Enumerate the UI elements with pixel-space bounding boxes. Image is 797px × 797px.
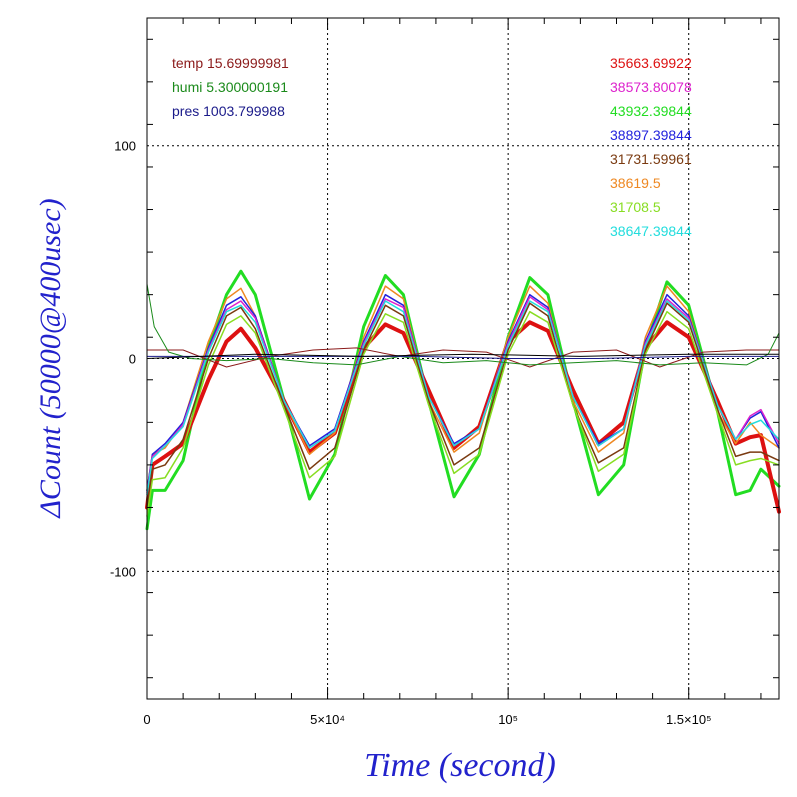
y-tick-label: 100 [114,139,136,154]
series-legend: 35663.69922 38573.80078 43932.39844 38897.3… [610,55,692,239]
x-tick-label: 0 [143,712,150,727]
series-line-11 [146,353,780,359]
series-line-1 [145,320,781,514]
series-line-7 [146,310,780,517]
y-axis-title: ΔCount (50000@400usec) [34,198,67,518]
series-line-0 [145,269,781,531]
series-legend-entry: 38619.5 [610,175,661,191]
series-legend-entry: 35663.69922 [610,55,692,71]
series-legend-entry: 43932.39844 [610,103,692,119]
x-tick-labels: 0 5×10⁴ 10⁵ 1.5×10⁵ [143,712,711,727]
series-legend-entry: 38897.39844 [610,127,692,143]
x-axis-title: Time (second) [364,747,556,784]
env-legend-entry: temp 15.69999981 [172,55,289,71]
y-tick-labels: 100 0 -100 [110,139,136,580]
series-line-10 [146,355,780,359]
env-legend-entry: humi 5.300000191 [172,79,288,95]
axis-ticks [146,18,779,699]
env-legend-entry: pres 1003.799988 [172,103,285,119]
series-line-3 [146,293,780,492]
series-line-2 [146,285,780,492]
plot-frame [146,17,780,700]
x-tick-label: 1.5×10⁵ [666,712,712,727]
series-line-9 [146,283,780,366]
series-line-8 [146,347,780,368]
x-tick-label: 5×10⁴ [310,712,345,727]
series-legend-entry: 38573.80078 [610,79,692,95]
x-tick-label: 10⁵ [498,712,518,727]
series-line-5 [146,300,780,496]
series-layer [145,269,781,531]
series-line-6 [146,302,780,509]
y-tick-label: -100 [110,564,136,579]
y-tick-label: 0 [129,352,136,367]
series-legend-entry: 38647.39844 [610,223,692,239]
series-legend-entry: 31731.59961 [610,151,692,167]
series-legend-entry: 31708.5 [610,199,661,215]
env-legend: temp 15.69999981 humi 5.300000191 pres 100… [172,55,289,119]
